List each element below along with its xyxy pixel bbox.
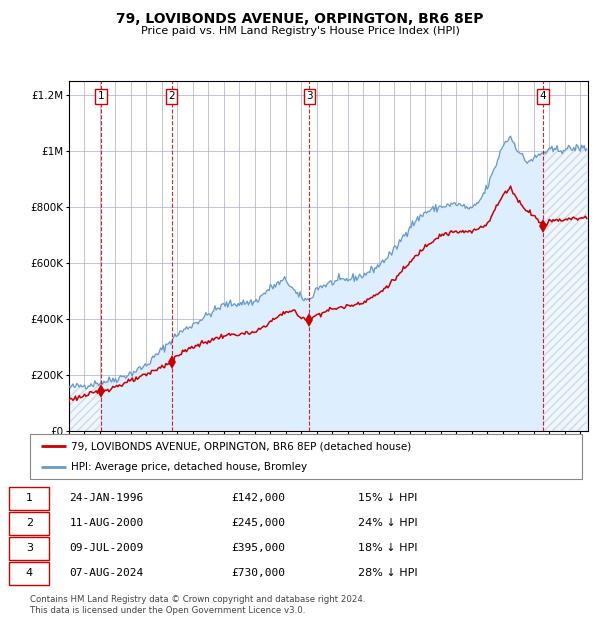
Text: 1: 1 [98, 91, 104, 101]
Text: 18% ↓ HPI: 18% ↓ HPI [358, 543, 417, 554]
Text: 79, LOVIBONDS AVENUE, ORPINGTON, BR6 8EP: 79, LOVIBONDS AVENUE, ORPINGTON, BR6 8EP [116, 12, 484, 27]
FancyBboxPatch shape [9, 512, 49, 535]
Text: 24% ↓ HPI: 24% ↓ HPI [358, 518, 417, 528]
FancyBboxPatch shape [9, 487, 49, 510]
FancyBboxPatch shape [9, 537, 49, 560]
Text: HPI: Average price, detached house, Bromley: HPI: Average price, detached house, Brom… [71, 461, 308, 472]
Text: 4: 4 [540, 91, 547, 101]
Text: £245,000: £245,000 [231, 518, 285, 528]
Text: 79, LOVIBONDS AVENUE, ORPINGTON, BR6 8EP (detached house): 79, LOVIBONDS AVENUE, ORPINGTON, BR6 8EP… [71, 441, 412, 451]
Text: £730,000: £730,000 [231, 569, 285, 578]
Text: 1: 1 [26, 494, 33, 503]
Text: £142,000: £142,000 [231, 494, 285, 503]
Text: 4: 4 [26, 569, 33, 578]
Text: 2: 2 [26, 518, 33, 528]
Text: This data is licensed under the Open Government Licence v3.0.: This data is licensed under the Open Gov… [30, 606, 305, 616]
Text: 3: 3 [26, 543, 33, 554]
Text: 09-JUL-2009: 09-JUL-2009 [70, 543, 144, 554]
Text: 3: 3 [306, 91, 313, 101]
Text: 11-AUG-2000: 11-AUG-2000 [70, 518, 144, 528]
Text: 15% ↓ HPI: 15% ↓ HPI [358, 494, 417, 503]
Text: £395,000: £395,000 [231, 543, 285, 554]
FancyBboxPatch shape [30, 434, 582, 479]
FancyBboxPatch shape [9, 562, 49, 585]
Text: Contains HM Land Registry data © Crown copyright and database right 2024.: Contains HM Land Registry data © Crown c… [30, 595, 365, 604]
Text: Price paid vs. HM Land Registry's House Price Index (HPI): Price paid vs. HM Land Registry's House … [140, 26, 460, 36]
Text: 2: 2 [168, 91, 175, 101]
Text: 24-JAN-1996: 24-JAN-1996 [70, 494, 144, 503]
Text: 07-AUG-2024: 07-AUG-2024 [70, 569, 144, 578]
Text: 28% ↓ HPI: 28% ↓ HPI [358, 569, 417, 578]
